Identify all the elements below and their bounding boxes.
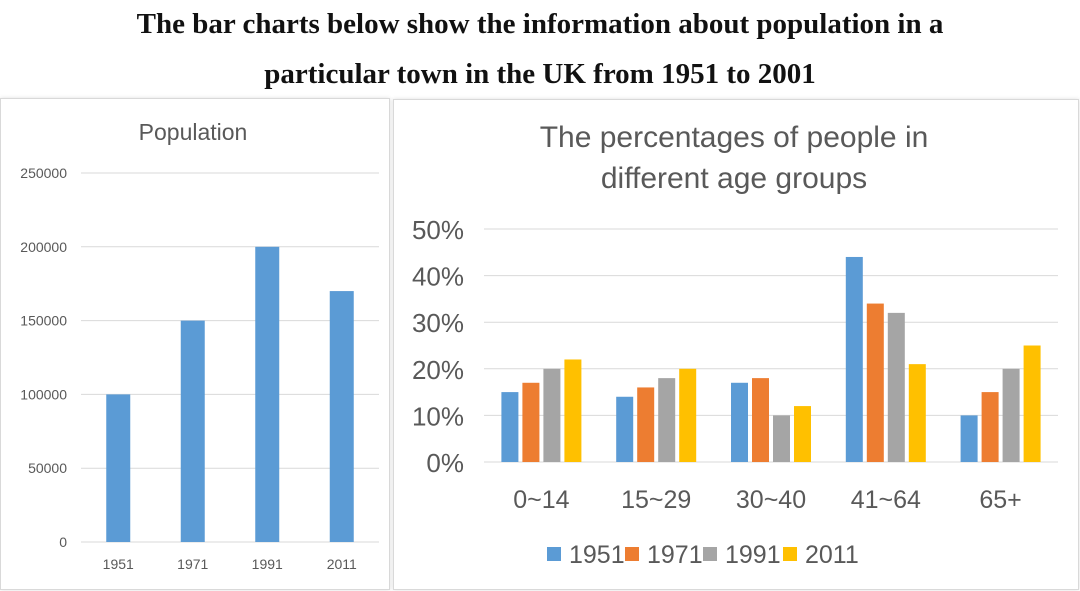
age-x-tick: 30~40	[736, 486, 806, 514]
age-bar-15~29-1991	[658, 378, 676, 462]
population-y-tick: 100000	[20, 386, 67, 402]
age-y-tick: 40%	[412, 262, 464, 292]
age-bar-30~40-1991	[773, 415, 790, 462]
age-y-tick: 10%	[412, 401, 464, 431]
age-bar-41~64-1991	[887, 312, 905, 462]
population-x-tick: 1951	[103, 556, 134, 572]
legend-label-1951: 1951	[569, 541, 625, 569]
heading-line-1: The bar charts below show the informatio…	[136, 8, 944, 40]
age-bar-15~29-1951	[616, 396, 634, 462]
population-y-tick: 0	[59, 534, 67, 550]
age-chart-title-line-2: different age groups	[601, 162, 867, 195]
legend-swatch-2011	[783, 547, 797, 561]
legend-label-2011: 2011	[805, 541, 859, 569]
age-bar-0~14-1971	[522, 382, 540, 462]
population-x-tick: 1971	[177, 556, 208, 572]
age-groups-chart: The percentages of people in different a…	[412, 121, 1058, 569]
age-bar-41~64-1971	[866, 303, 884, 462]
population-bar-1951	[106, 394, 131, 542]
age-bar-41~64-2011	[908, 364, 926, 462]
population-y-tick: 250000	[20, 165, 67, 181]
population-bar-2011	[329, 291, 354, 542]
age-y-tick: 30%	[412, 308, 464, 338]
heading-line-2: particular town in the UK from 1951 to 2…	[264, 58, 816, 90]
age-bar-65+-2011	[1023, 345, 1041, 462]
population-x-tick: 2011	[327, 556, 357, 572]
population-chart: Population 0 50000 100000 150000 200000 25000…	[20, 119, 379, 572]
legend-swatch-1971	[625, 547, 639, 561]
age-bar-0~14-1951	[501, 392, 519, 462]
age-bar-0~14-2011	[564, 359, 582, 462]
age-bar-15~29-1971	[637, 387, 655, 462]
age-bar-30~40-1951	[731, 382, 748, 462]
age-bar-65+-1951	[960, 415, 978, 462]
age-bar-65+-1991	[1002, 368, 1020, 462]
age-x-tick: 0~14	[513, 486, 569, 514]
age-x-tick: 41~64	[851, 486, 921, 514]
age-chart-title-line-1: The percentages of people in	[540, 121, 929, 154]
population-bar-1971	[180, 320, 205, 542]
legend-swatch-1951	[547, 547, 561, 561]
population-y-tick: 150000	[20, 313, 67, 329]
population-chart-panel: Population 0 50000 100000 150000 200000 25000…	[0, 98, 390, 590]
age-x-tick: 65+	[979, 486, 1021, 514]
population-chart-title: Population	[139, 119, 248, 145]
population-y-tick: 50000	[28, 460, 67, 476]
age-y-tick: 0%	[426, 448, 464, 478]
age-bar-65+-1971	[981, 392, 999, 462]
age-y-tick: 20%	[412, 355, 464, 385]
age-groups-chart-panel: The percentages of people in different a…	[393, 99, 1079, 590]
population-y-tick: 200000	[20, 239, 67, 255]
legend-swatch-1991	[703, 547, 717, 561]
age-bar-41~64-1951	[845, 256, 863, 462]
age-bar-0~14-1991	[543, 368, 561, 462]
legend-label-1971: 1971	[647, 541, 703, 569]
population-x-tick: 1991	[252, 556, 283, 572]
age-y-tick: 50%	[412, 215, 464, 245]
age-bar-30~40-1971	[752, 378, 769, 462]
age-bar-15~29-2011	[679, 368, 697, 462]
age-x-tick: 15~29	[621, 486, 691, 514]
age-bar-30~40-2011	[794, 406, 811, 462]
legend-label-1991: 1991	[725, 541, 781, 569]
population-bar-1991	[255, 246, 280, 543]
